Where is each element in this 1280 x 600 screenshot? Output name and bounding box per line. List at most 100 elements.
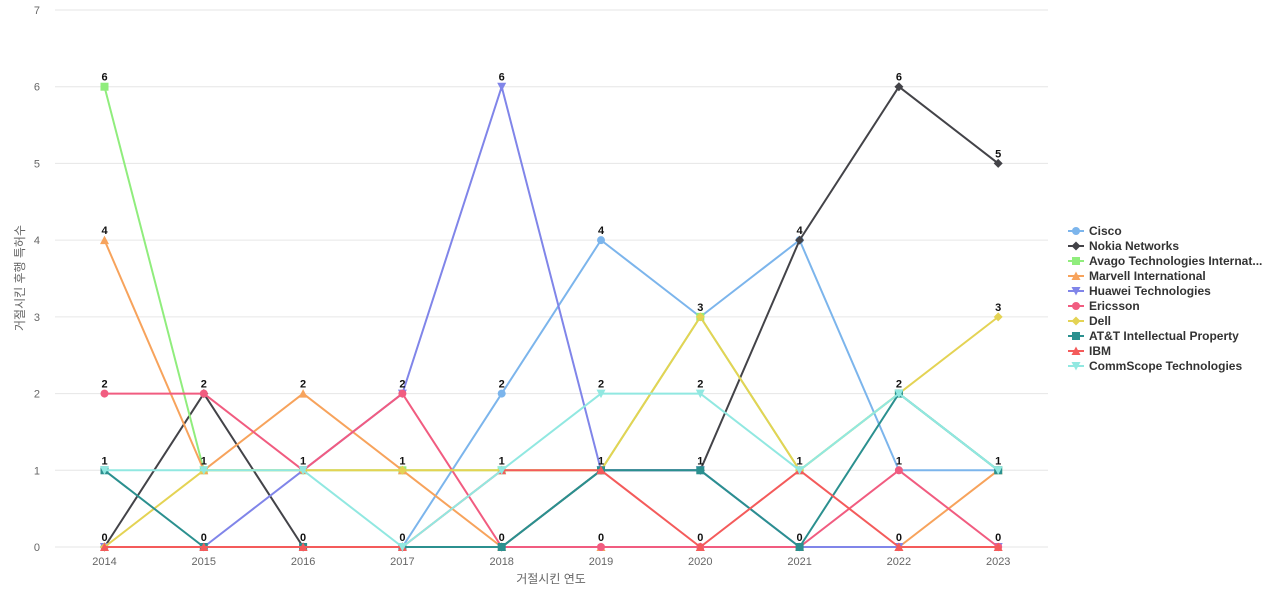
data-point — [597, 236, 605, 245]
legend-item[interactable]: Cisco — [1068, 224, 1122, 238]
data-point — [894, 466, 903, 475]
y-tick-label: 6 — [34, 82, 40, 94]
data-label: 0 — [797, 532, 803, 544]
data-point — [795, 543, 804, 551]
data-point — [894, 82, 904, 92]
x-tick-label: 2014 — [92, 556, 116, 568]
legend-item[interactable]: CommScope Technologies — [1068, 359, 1242, 373]
data-label: 4 — [101, 225, 108, 237]
series-line — [104, 469, 999, 548]
legend-item[interactable]: Marvell International — [1068, 269, 1206, 283]
data-point — [100, 82, 109, 91]
data-label: 1 — [896, 455, 902, 467]
data-label: 2 — [101, 379, 107, 391]
data-label: 2 — [499, 379, 505, 391]
data-label: 2 — [201, 379, 207, 391]
data-point — [398, 389, 407, 398]
data-label: 0 — [896, 532, 902, 544]
data-point — [397, 543, 407, 552]
data-point — [100, 466, 109, 475]
data-label: 1 — [598, 455, 604, 467]
legend-marker — [1071, 346, 1081, 355]
data-point — [199, 466, 209, 475]
y-tick-label: 4 — [34, 235, 40, 247]
data-point — [695, 542, 705, 551]
x-tick-label: 2022 — [887, 556, 911, 568]
data-point — [397, 465, 407, 475]
legend-item[interactable]: Dell — [1068, 314, 1111, 328]
data-label: 0 — [499, 532, 505, 544]
data-label: 2 — [896, 379, 902, 391]
legend-marker — [1072, 332, 1080, 340]
data-label: 1 — [995, 455, 1001, 467]
data-point — [298, 542, 308, 551]
data-label: 1 — [399, 455, 405, 467]
data-label: 1 — [797, 455, 803, 467]
legend-label: Avago Technologies Internat... — [1089, 254, 1262, 268]
x-tick-label: 2019 — [589, 556, 613, 568]
series-group — [100, 82, 1003, 552]
data-label: 6 — [499, 72, 505, 84]
data-label: 3 — [697, 302, 703, 314]
data-point — [100, 389, 109, 398]
data-point — [497, 466, 507, 475]
data-label: 1 — [201, 455, 207, 467]
x-tick-label: 2023 — [986, 556, 1010, 568]
x-tick-label: 2016 — [291, 556, 315, 568]
legend-marker — [1071, 362, 1081, 371]
data-label: 0 — [201, 532, 207, 544]
legend-label: Ericsson — [1089, 299, 1140, 313]
legend-item[interactable]: IBM — [1068, 344, 1111, 358]
data-label: 5 — [995, 148, 1001, 160]
data-point — [695, 389, 705, 399]
legend-label: CommScope Technologies — [1089, 359, 1242, 373]
data-label: 2 — [300, 379, 306, 391]
legend-label: AT&T Intellectual Property — [1089, 329, 1239, 343]
legend-label: Huawei Technologies — [1089, 284, 1211, 298]
y-tick-label: 3 — [34, 312, 40, 324]
legend-item[interactable]: Ericsson — [1068, 299, 1140, 313]
legend-item[interactable]: Avago Technologies Internat... — [1068, 254, 1262, 268]
data-point — [100, 235, 109, 245]
data-point — [298, 466, 308, 475]
series-line — [104, 85, 999, 548]
data-point — [993, 466, 1003, 475]
legend-label: IBM — [1089, 344, 1111, 358]
data-point — [497, 543, 506, 551]
data-point — [596, 389, 606, 399]
data-label: 2 — [598, 379, 604, 391]
y-tick-label: 2 — [34, 389, 40, 401]
legend-label: Nokia Networks — [1089, 239, 1179, 253]
data-label: 0 — [101, 532, 107, 544]
data-point — [199, 389, 208, 398]
x-tick-label: 2015 — [192, 556, 216, 568]
legend-label: Dell — [1089, 314, 1111, 328]
x-tick-label: 2021 — [787, 556, 811, 568]
series — [100, 465, 1003, 551]
legend-marker — [1072, 257, 1080, 265]
legend-item[interactable]: AT&T Intellectual Property — [1068, 329, 1239, 343]
x-tick-label: 2017 — [390, 556, 414, 568]
legend-label: Cisco — [1089, 224, 1122, 238]
data-point — [497, 82, 507, 92]
y-tick-label: 0 — [34, 542, 40, 554]
data-point — [894, 542, 904, 551]
legend-marker — [1072, 302, 1080, 310]
data-point — [993, 158, 1003, 168]
y-tick-label: 5 — [34, 158, 40, 170]
data-label: 3 — [995, 302, 1001, 314]
data-label: 1 — [697, 455, 703, 467]
legend-marker — [1071, 271, 1081, 280]
y-axis-title: 거절시킨 후행 특허수 — [12, 225, 27, 331]
data-label: 1 — [499, 455, 505, 467]
y-tick-label: 1 — [34, 465, 40, 477]
data-point — [695, 312, 705, 322]
x-axis-title: 거절시킨 연도 — [516, 572, 586, 586]
data-label: 0 — [598, 532, 604, 544]
legend-marker — [1071, 287, 1081, 296]
legend-item[interactable]: Huawei Technologies — [1068, 284, 1211, 298]
data-label: 2 — [399, 379, 405, 391]
data-label: 0 — [995, 532, 1001, 544]
legend-item[interactable]: Nokia Networks — [1068, 239, 1179, 253]
